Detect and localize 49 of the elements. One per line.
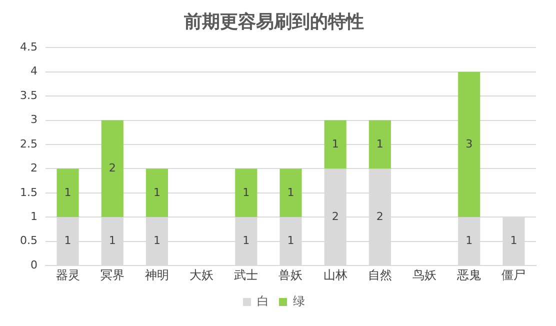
data-label: 1 bbox=[153, 186, 160, 199]
data-label: 1 bbox=[466, 234, 473, 247]
data-label: 1 bbox=[332, 137, 339, 150]
y-tick-label: 2.5 bbox=[20, 137, 38, 150]
y-tick-label: 3.5 bbox=[20, 88, 38, 102]
y-tick-label: 4.5 bbox=[20, 40, 38, 54]
bar bbox=[235, 168, 258, 218]
x-tick-label: 神明 bbox=[144, 268, 169, 282]
bar bbox=[324, 120, 346, 169]
data-label: 1 bbox=[242, 234, 250, 247]
y-tick-label: 3 bbox=[30, 113, 38, 126]
x-tick-label: 兽妖 bbox=[278, 268, 303, 282]
bar bbox=[280, 168, 302, 218]
y-tick-label: 2 bbox=[30, 162, 38, 175]
bar bbox=[101, 120, 124, 218]
x-tick-label: 僵尸 bbox=[502, 268, 526, 282]
legend-label: 白 bbox=[257, 294, 269, 308]
data-label: 3 bbox=[466, 137, 473, 150]
data-label: 1 bbox=[64, 186, 72, 199]
data-label: 2 bbox=[332, 210, 339, 223]
data-label: 1 bbox=[242, 186, 250, 199]
bar bbox=[368, 120, 391, 169]
x-tick-label: 恶鬼 bbox=[456, 268, 482, 282]
data-label: 1 bbox=[287, 234, 294, 247]
data-label: 1 bbox=[108, 234, 116, 247]
y-tick-label: 4 bbox=[30, 64, 38, 78]
x-tick-label: 武士 bbox=[234, 268, 258, 282]
x-tick-label: 山林 bbox=[323, 268, 348, 282]
x-tick-label: 大妖 bbox=[190, 268, 214, 282]
data-label: 2 bbox=[108, 162, 116, 175]
x-tick-label: 器灵 bbox=[56, 268, 80, 282]
y-tick-label: 0 bbox=[30, 258, 38, 272]
data-label: 1 bbox=[510, 234, 518, 247]
data-label: 2 bbox=[376, 210, 384, 223]
bar bbox=[56, 168, 79, 218]
chart-title: 前期更容易刷到的特性 bbox=[183, 11, 364, 32]
y-tick-label: 1 bbox=[30, 210, 38, 224]
bar bbox=[458, 72, 480, 218]
bar bbox=[146, 168, 168, 218]
data-label: 1 bbox=[376, 137, 384, 150]
x-tick-label: 自然 bbox=[368, 268, 392, 282]
legend-label: 绿 bbox=[293, 294, 305, 308]
data-label: 1 bbox=[153, 234, 160, 247]
x-tick-label: 鸟妖 bbox=[412, 268, 437, 282]
y-tick-label: 0.5 bbox=[20, 234, 38, 248]
y-tick-label: 1.5 bbox=[20, 186, 38, 199]
data-label: 1 bbox=[287, 186, 294, 199]
data-label: 1 bbox=[64, 234, 72, 247]
x-tick-label: 冥界 bbox=[100, 268, 124, 282]
